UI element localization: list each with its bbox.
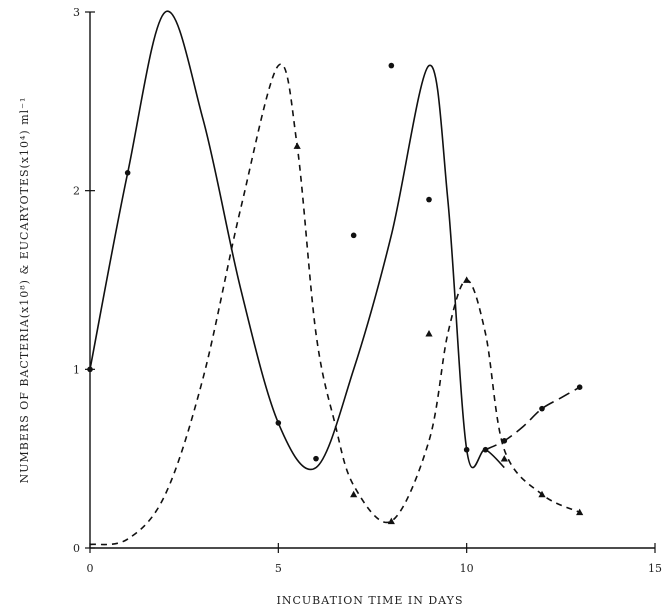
circle-marker <box>350 232 357 239</box>
series-1-line <box>89 10 505 471</box>
x-tick-label: 5 <box>275 562 282 575</box>
y-tick-label: 3 <box>73 6 80 19</box>
triangle-marker <box>463 276 471 283</box>
triangle-marker <box>500 455 508 462</box>
circle-marker <box>275 420 282 426</box>
circle-marker <box>313 455 319 462</box>
series-2 <box>89 63 584 546</box>
x-tick-label: 0 <box>87 562 94 575</box>
circle-marker <box>463 446 470 453</box>
x-axis-title: INCUBATION TIME IN DAYS <box>277 594 464 607</box>
circle-marker <box>482 446 489 453</box>
series-1 <box>87 10 505 471</box>
y-tick-label: 0 <box>73 542 80 555</box>
triangle-marker <box>538 490 546 498</box>
series-3 <box>485 384 583 451</box>
circle-marker <box>87 366 93 373</box>
circle-marker <box>501 438 508 444</box>
triangle-marker <box>293 142 301 149</box>
circle-marker <box>576 384 583 391</box>
series-layer <box>87 10 584 546</box>
circle-marker <box>388 62 395 69</box>
labels-layer: INCUBATION TIME IN DAYS NUMBERS OF BACTE… <box>18 6 662 607</box>
circle-marker <box>426 196 432 203</box>
circle-marker <box>539 405 545 412</box>
x-tick-label: 10 <box>460 562 474 575</box>
series-2-line <box>89 63 581 546</box>
y-axis-title: NUMBERS OF BACTERIA(x10⁸) & EUCARYOTES(x… <box>18 97 31 484</box>
triangle-marker <box>425 330 433 337</box>
series-3-line <box>485 386 581 451</box>
circle-marker <box>124 170 131 176</box>
x-tick-label: 15 <box>648 562 662 575</box>
y-tick-label: 1 <box>73 363 80 376</box>
triangle-marker <box>387 517 395 525</box>
triangle-marker <box>350 490 358 498</box>
axes <box>85 11 656 553</box>
triangle-marker <box>576 508 584 516</box>
y-tick-label: 2 <box>73 185 80 198</box>
